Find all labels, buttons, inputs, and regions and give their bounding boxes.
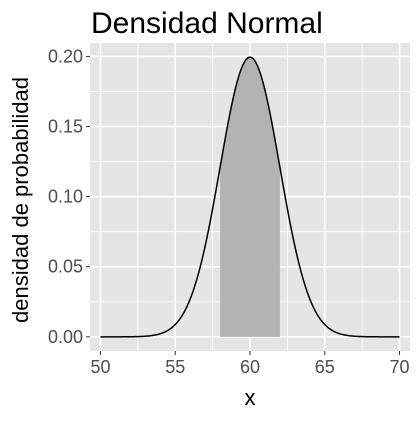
x-tick-label: 70 xyxy=(390,357,410,377)
y-tick-label: 0.20 xyxy=(48,46,83,66)
x-tick-label: 65 xyxy=(315,357,335,377)
y-tick-label: 0.05 xyxy=(48,257,83,277)
y-axis: 0.00 0.05 0.10 0.15 0.20 xyxy=(48,46,90,347)
y-tick-label: 0.10 xyxy=(48,187,83,207)
y-axis-title: densidad de probabilidad xyxy=(8,77,33,323)
density-curve xyxy=(100,56,400,338)
x-tick-label: 55 xyxy=(165,357,185,377)
x-axis: 50 55 60 65 70 xyxy=(90,351,410,377)
shaded-probability-area xyxy=(220,57,280,337)
x-tick-label: 60 xyxy=(240,357,260,377)
x-axis-title: x xyxy=(245,385,256,410)
chart-title: Densidad Normal xyxy=(91,7,323,40)
x-tick-label: 50 xyxy=(90,357,110,377)
y-tick-label: 0.00 xyxy=(48,327,83,347)
y-tick-label: 0.15 xyxy=(48,117,83,137)
